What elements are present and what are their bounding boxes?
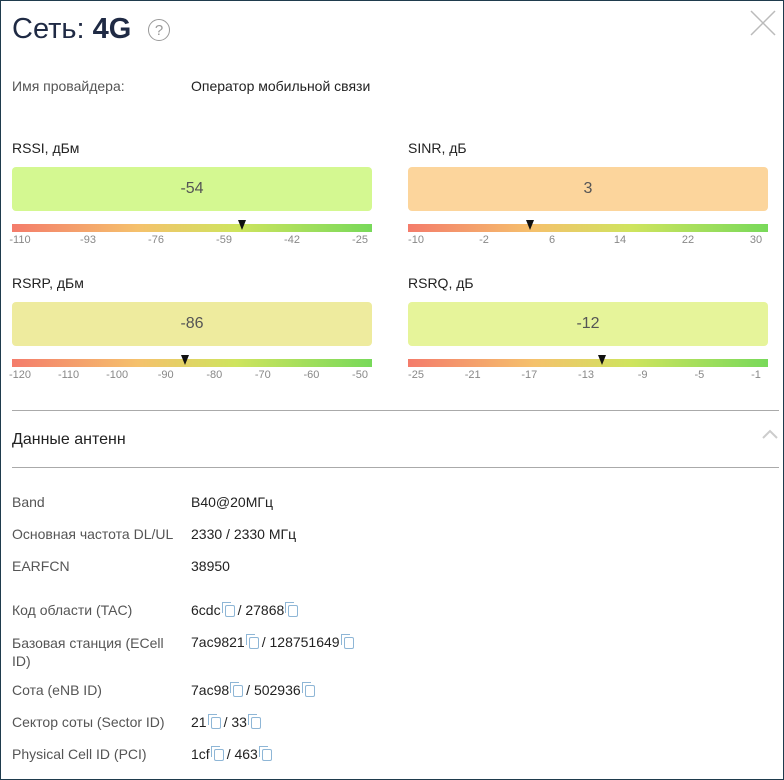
scale-tick-label: -110 [57, 369, 80, 381]
copy-icon[interactable] [247, 714, 261, 729]
scale-tick-label: 6 [548, 234, 556, 246]
rsrp-scale [12, 355, 372, 367]
scale-tick-label: -13 [578, 369, 594, 381]
scale-tick-label: -60 [303, 369, 320, 381]
sector-label: Сектор соты (Sector ID) [12, 714, 165, 730]
rsrq-value: -12 [408, 302, 768, 346]
scale-tick-label: -1 [751, 369, 761, 381]
earfcn-label: EARFCN [12, 558, 70, 574]
sinr-marker [526, 220, 535, 230]
copy-icon[interactable] [221, 602, 235, 617]
freq-value: 2330 / 2330 МГц [191, 526, 297, 542]
rsrp-value: -86 [12, 302, 372, 346]
close-icon[interactable] [749, 9, 777, 37]
rsrq-label: RSRQ, дБ [408, 275, 474, 291]
scale-tick-label: -42 [284, 234, 300, 246]
sinr-scale [408, 220, 768, 232]
rsrp-ticks: -120 -110 -100 -90 -80 -70 -60 -50 [8, 369, 372, 383]
copy-icon[interactable] [301, 682, 315, 697]
antenna-section-title[interactable]: Данные антенн [12, 431, 126, 448]
rsrq-ticks: -25 -21 -17 -13 -9 -5 -1 [408, 369, 768, 383]
tac-label: Код области (TAC) [12, 602, 133, 618]
scale-tick-label: -93 [80, 234, 96, 246]
page-title: Сеть: 4G [12, 13, 132, 45]
band-value: B40@20МГц [191, 494, 273, 510]
rsrq-scale [408, 355, 768, 367]
pci-value: 1cf/ 463 [191, 746, 275, 762]
scale-tick-label: -25 [408, 369, 424, 381]
sinr-ticks: -10 -2 6 14 22 30 [408, 234, 768, 248]
scale-tick-label: -90 [157, 369, 174, 381]
copy-icon[interactable] [245, 634, 259, 649]
provider-label: Имя провайдера: [12, 78, 125, 94]
copy-icon[interactable] [258, 746, 272, 761]
ecell-value: 7ac9821/ 128751649 [191, 634, 357, 650]
copy-icon[interactable] [340, 634, 354, 649]
band-label: Band [12, 494, 45, 510]
scale-tick-label: 14 [613, 234, 627, 246]
scale-tick-label: 22 [681, 234, 695, 246]
network-type: 4G [92, 13, 132, 45]
provider-value: Оператор мобильной связи [191, 78, 371, 94]
pci-label: Physical Cell ID (PCI) [12, 746, 147, 762]
scale-tick-label: 30 [749, 234, 763, 246]
scale-tick-label: -9 [637, 369, 648, 381]
rsrp-marker [180, 355, 189, 365]
scale-tick-label: -17 [521, 369, 538, 381]
rssi-value: -54 [12, 167, 372, 211]
scale-tick-label: -76 [148, 234, 164, 246]
scale-tick-label: -50 [352, 369, 368, 381]
scale-tick-label: -100 [106, 369, 129, 381]
sector-value: 21/ 33 [191, 714, 264, 730]
scale-tick-label: -2 [479, 234, 489, 246]
tac-value: 6cdc/ 27868 [191, 602, 301, 618]
copy-icon[interactable] [285, 602, 299, 617]
scale-tick-label: -10 [408, 234, 424, 246]
scale-tick-label: -5 [694, 369, 705, 381]
copy-icon[interactable] [230, 682, 244, 697]
scale-tick-label: -59 [216, 234, 232, 246]
scale-tick-label: -25 [352, 234, 368, 246]
chevron-up-icon[interactable] [761, 427, 779, 441]
divider [12, 467, 779, 468]
scale-tick-label: -110 [9, 234, 31, 246]
rssi-ticks: -110 -93 -76 -59 -42 -25 [9, 234, 372, 248]
sinr-value: 3 [408, 167, 768, 211]
scale-tick-label: -70 [254, 369, 271, 381]
rssi-marker [238, 220, 247, 230]
divider [12, 410, 779, 411]
copy-icon[interactable] [210, 746, 224, 761]
rssi-scale [12, 220, 372, 232]
scale-tick-label: -120 [8, 369, 32, 381]
rssi-label: RSSI, дБм [12, 140, 80, 156]
earfcn-value: 38950 [191, 558, 230, 574]
enb-value: 7ac98/ 502936 [191, 682, 318, 698]
copy-icon[interactable] [207, 714, 221, 729]
enb-label: Сота (eNB ID) [12, 682, 102, 698]
rsrp-label: RSRP, дБм [12, 275, 84, 291]
sinr-label: SINR, дБ [408, 140, 467, 156]
ecell-label: Базовая станция (ECell ID) [12, 635, 164, 669]
scale-tick-label: -80 [206, 369, 223, 381]
scale-tick-label: -21 [464, 369, 481, 381]
rsrq-marker [598, 355, 607, 365]
help-icon[interactable]: ? [148, 19, 170, 41]
freq-label: Основная частота DL/UL [12, 526, 174, 542]
